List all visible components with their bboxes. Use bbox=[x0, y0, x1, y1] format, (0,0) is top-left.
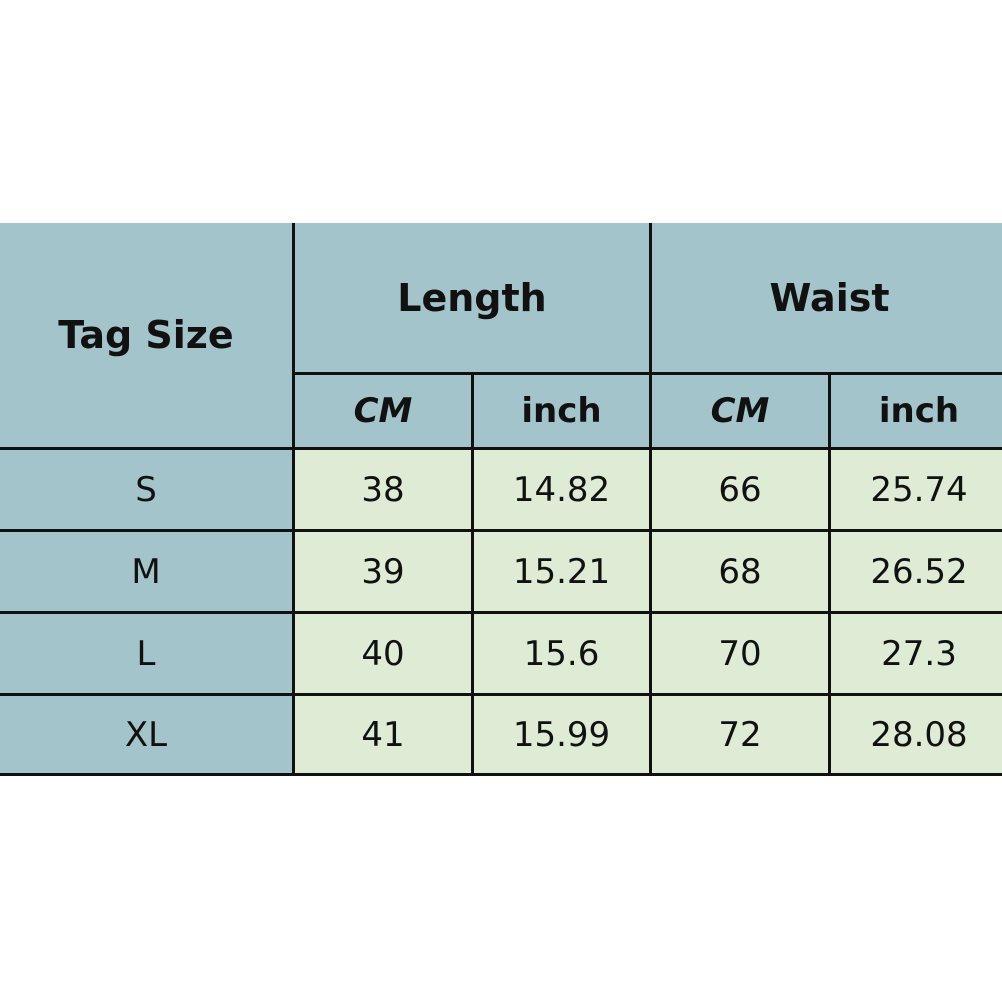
waist-cm-cell: 70 bbox=[652, 614, 831, 696]
waist-cm-header: CM bbox=[652, 375, 831, 450]
size-cell: XL bbox=[0, 696, 295, 776]
waist-inch-cell: 25.74 bbox=[831, 450, 1002, 532]
length-inch-header: inch bbox=[474, 375, 652, 450]
size-cell: S bbox=[0, 450, 295, 532]
length-cm-cell: 41 bbox=[295, 696, 474, 776]
length-cm-cell: 38 bbox=[295, 450, 474, 532]
waist-cm-cell: 68 bbox=[652, 532, 831, 614]
length-inch-cell: 15.21 bbox=[474, 532, 652, 614]
tag-size-header: Tag Size bbox=[0, 223, 295, 450]
length-header: Length bbox=[295, 223, 652, 375]
length-cm-cell: 40 bbox=[295, 614, 474, 696]
waist-cm-cell: 66 bbox=[652, 450, 831, 532]
length-inch-cell: 15.99 bbox=[474, 696, 652, 776]
length-inch-cell: 15.6 bbox=[474, 614, 652, 696]
waist-header: Waist bbox=[652, 223, 1002, 375]
waist-inch-cell: 27.3 bbox=[831, 614, 1002, 696]
waist-inch-header: inch bbox=[831, 375, 1002, 450]
waist-cm-cell: 72 bbox=[652, 696, 831, 776]
length-inch-cell: 14.82 bbox=[474, 450, 652, 532]
waist-inch-cell: 28.08 bbox=[831, 696, 1002, 776]
size-chart-table: Tag Size Length Waist CM inch CM inch S … bbox=[0, 223, 1002, 776]
size-cell: M bbox=[0, 532, 295, 614]
length-cm-cell: 39 bbox=[295, 532, 474, 614]
size-cell: L bbox=[0, 614, 295, 696]
length-cm-header: CM bbox=[295, 375, 474, 450]
waist-inch-cell: 26.52 bbox=[831, 532, 1002, 614]
